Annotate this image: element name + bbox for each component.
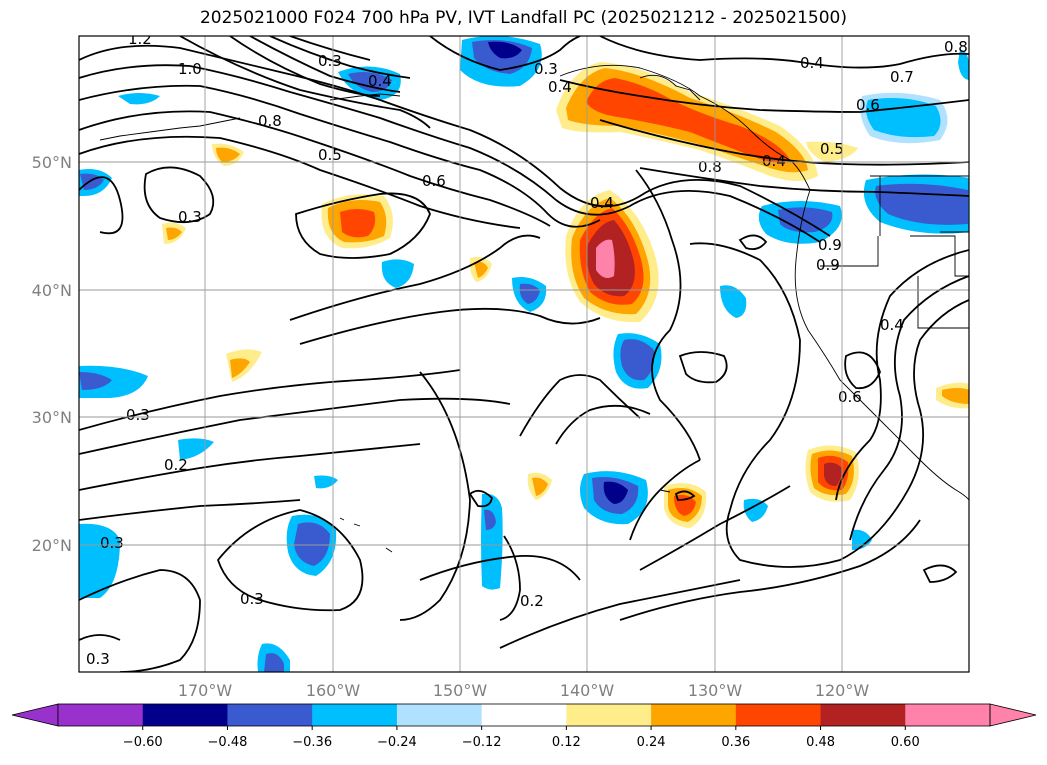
latitude-labels: 50°N 40°N 30°N 20°N [32,153,72,555]
colorbar-tick-label: −0.24 [377,735,417,750]
contour-label: 0.5 [318,146,342,164]
contour-label: 0.6 [838,388,862,406]
colorbar-tick-label: 0.36 [721,735,750,750]
colorbar-frame [57,703,991,727]
colorbar-box [58,704,144,726]
lon-label: 160°W [306,681,361,700]
contour-label: 0.3 [100,534,124,552]
contour-label: 0.4 [590,194,614,212]
colorbar: −0.60 −0.48 −0.36 −0.24 −0.12 0.12 0.24 0.36 0.4… [11,703,1037,750]
map-title: 2025021000 F024 700 hPa PV, IVT Landfall… [199,8,847,28]
coastlines [99,64,969,553]
lat-label: 20°N [32,536,72,555]
contour-label: 0.3 [534,60,558,78]
colorbar-box [820,704,906,726]
colorbar-tick-label: −0.60 [123,735,163,750]
lon-label: 120°W [815,681,870,700]
contour-label: 0.4 [368,72,392,90]
colorbar-box [905,704,991,726]
contour-label: 0.9 [818,236,842,254]
colorbar-extend-min [11,703,59,727]
colorbar-extend-max [989,703,1037,727]
contour-label-group: 1.2 1.0 0.8 0.5 0.6 0.3 0.3 0.4 0.3 0.4 … [86,30,968,668]
contour-label: 0.4 [548,78,572,96]
lat-label: 40°N [32,281,72,300]
contour-label: 0.7 [890,68,914,86]
negative-anomaly-shading [79,36,969,672]
colorbar-box [142,704,228,726]
contour-label: 0.2 [164,456,188,474]
contour-label: 0.4 [800,54,824,72]
lon-label: 130°W [688,681,743,700]
colorbar-tick-label: 0.12 [552,735,581,750]
graticule [79,36,969,672]
longitude-labels: 170°W 160°W 150°W 140°W 130°W 120°W [178,681,870,700]
lon-label: 140°W [560,681,615,700]
contour-label: 0.4 [762,152,786,170]
map-panel: 1.2 1.0 0.8 0.5 0.6 0.3 0.3 0.4 0.3 0.4 … [79,30,969,672]
colorbar-box [312,704,398,726]
lat-label: 50°N [32,153,72,172]
contour-label: 0.3 [240,590,264,608]
contour-label: 0.4 [880,316,904,334]
lon-label: 150°W [433,681,488,700]
contour-label: 0.3 [86,650,110,668]
contour-label: 0.8 [698,158,722,176]
colorbar-box [396,704,483,726]
contour-label: 1.2 [128,30,152,48]
contour-label: 0.3 [178,208,202,226]
lon-label: 170°W [178,681,233,700]
colorbar-tick-label: −0.48 [208,735,248,750]
colorbar-tick-label: 0.48 [806,735,835,750]
pv-contours [79,36,969,672]
contour-label: 0.2 [520,592,544,610]
colorbar-box [735,704,822,726]
contour-label: 0.3 [126,406,150,424]
colorbar-box [566,704,652,726]
contour-label: 1.0 [178,60,202,78]
contour-label: 0.9 [816,256,840,274]
colorbar-box [227,704,313,726]
contour-label: 0.8 [258,112,282,130]
colorbar-box [651,704,737,726]
contour-label: 0.6 [856,96,880,114]
contour-label: 0.3 [318,52,342,70]
contour-label: 0.8 [944,38,968,56]
map-frame [78,35,970,673]
colorbar-tick-label: −0.12 [462,735,502,750]
colorbar-tick-label: 0.60 [891,735,920,750]
lat-label: 30°N [32,408,72,427]
colorbar-tick-label: −0.36 [292,735,332,750]
contour-label: 0.5 [820,140,844,158]
contour-label: 0.6 [422,172,446,190]
positive-anomaly-shading [162,62,969,528]
colorbar-tick-label: 0.24 [637,735,666,750]
colorbar-box [481,704,567,726]
